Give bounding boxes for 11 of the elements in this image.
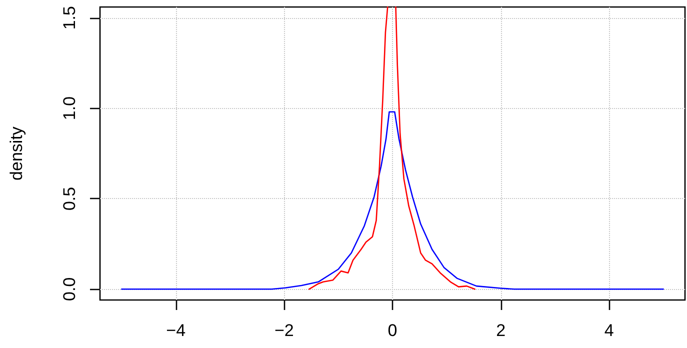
y-tick-label: 1.5: [60, 6, 79, 30]
x-tick-label: −4: [166, 321, 186, 340]
x-tick-label: −2: [274, 321, 294, 340]
y-tick-label: 1.0: [60, 96, 79, 120]
line-series: [121, 111, 664, 290]
y-tick-label: 0.0: [60, 277, 79, 301]
y-tick-label: 0.5: [60, 186, 79, 211]
x-tick-label: 4: [604, 321, 614, 340]
x-tick-label: 2: [496, 321, 506, 340]
y-axis-title: density: [7, 126, 26, 180]
x-tick-label: 0: [388, 321, 398, 340]
